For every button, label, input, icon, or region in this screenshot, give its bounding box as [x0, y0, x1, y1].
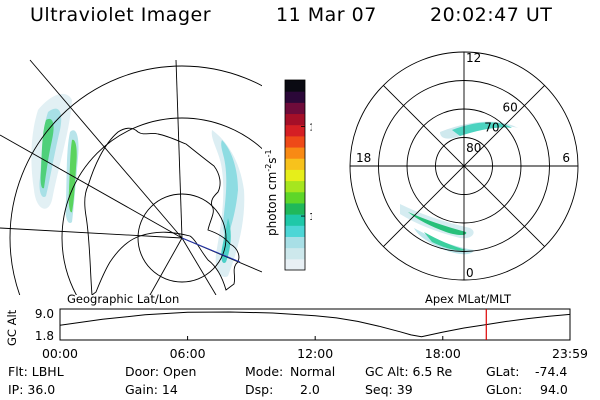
colorbar-segment — [285, 158, 305, 170]
colorbar-segment — [285, 258, 305, 271]
glat-label: GLat: — [486, 364, 520, 379]
date-label: 11 Mar 07 — [276, 4, 377, 26]
colorbar-segment — [285, 247, 305, 260]
right-panel-caption: Apex MLat/MLT — [425, 292, 512, 306]
mlt-label: 18 — [356, 151, 371, 165]
timeline-xtick-label: 23:59 — [552, 346, 588, 361]
door-status: Door: Open — [125, 364, 197, 379]
mlt-diagonal — [383, 85, 545, 247]
colorbar-tick-label: 100 — [309, 122, 312, 133]
colorbar-segment — [285, 80, 305, 92]
geographic-image — [0, 59, 262, 295]
colorbar-segment — [285, 91, 305, 103]
sequence-number: Seq: 39 — [365, 382, 413, 397]
timeline-xtick-label: 06:00 — [170, 346, 206, 361]
spacecraft-track — [181, 237, 241, 263]
timeline-xtick-label: 18:00 — [425, 346, 461, 361]
instrument-title: Ultraviolet Imager — [30, 4, 212, 26]
colorbar-label-exp1: -2 — [264, 164, 273, 172]
mlat-label: 80 — [466, 141, 481, 155]
mlat-label: 60 — [502, 101, 517, 115]
dsp-value: 2.0 — [300, 382, 320, 397]
mode-value: Normal — [290, 364, 336, 379]
colorbar-segment — [285, 180, 305, 193]
colorbar-label: photon cm — [265, 172, 279, 236]
antarctica-coastline — [84, 127, 240, 295]
gain-value: Gain: 14 — [125, 382, 178, 397]
mlt-label: 12 — [466, 51, 481, 65]
left-panel-caption: Geographic Lat/Lon — [67, 292, 180, 306]
timeline-ytick-low: 1.8 — [35, 329, 54, 343]
colorbar-tick-label: 10 — [309, 212, 312, 223]
mode-label: Mode: — [245, 364, 284, 379]
colorbar-segment — [285, 124, 305, 137]
colorbar: 100 10 photon cm-2s-1 — [264, 79, 312, 271]
mlt-label: 6 — [562, 151, 570, 165]
colorbar-segment — [285, 113, 305, 126]
filter-value: Flt: LBHL — [8, 364, 64, 379]
colorbar-segment — [285, 214, 305, 226]
timeline-xtick-label: 12:00 — [297, 346, 333, 361]
colorbar-label-exp2: -1 — [264, 149, 273, 157]
colorbar-segment — [285, 135, 305, 148]
glat-value: -74.4 — [535, 364, 568, 379]
mlat-label: 70 — [484, 121, 499, 135]
colorbar-segment — [285, 191, 305, 204]
time-label: 20:02:47 UT — [430, 4, 553, 26]
glon-label: GLon: — [486, 382, 523, 397]
colorbar-segment — [285, 202, 305, 215]
colorbar-segment — [285, 169, 305, 182]
glon-value: 94.0 — [540, 382, 568, 397]
colorbar-segment — [285, 236, 305, 249]
dsp-label: Dsp: — [245, 382, 274, 397]
svg-text:photon cm-2s-1: photon cm-2s-1 — [264, 149, 279, 236]
auroral-emission-left — [31, 93, 245, 278]
auroral-emission-right — [400, 121, 518, 255]
colorbar-segment — [285, 147, 305, 159]
altitude-timeline: GC Alt 9.0 1.8 00:00 06:00 12:00 18:00 23:59 — [5, 307, 588, 361]
colorbar-segment — [285, 225, 305, 237]
colorbar-segment — [285, 102, 305, 115]
timeline-ylabel: GC Alt — [5, 309, 19, 346]
mlt-label: 0 — [466, 266, 474, 280]
timeline-ytick-high: 9.0 — [35, 307, 54, 321]
colorbar-label-s: s — [265, 157, 279, 163]
ip-value: IP: 36.0 — [8, 382, 56, 397]
altitude-curve — [59, 311, 571, 338]
timeline-xtick-label: 00:00 — [42, 346, 78, 361]
gc-altitude: GC Alt: 6.5 Re — [365, 364, 453, 379]
